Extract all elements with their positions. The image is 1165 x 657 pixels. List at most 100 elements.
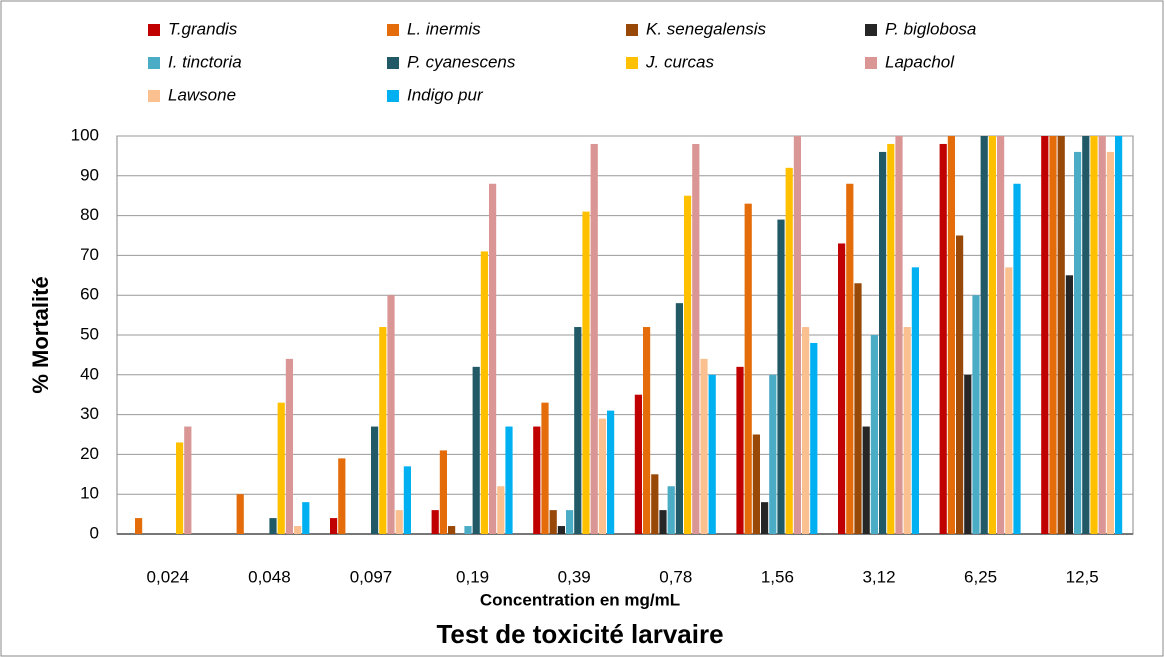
bar — [403, 466, 411, 534]
x-tick-label: 0,097 — [350, 567, 393, 586]
bar — [338, 458, 346, 534]
bar — [598, 418, 606, 534]
bar — [838, 243, 846, 534]
bar — [651, 474, 659, 534]
bar — [1065, 275, 1073, 534]
bar — [997, 136, 1005, 534]
bar — [667, 486, 675, 534]
bar — [988, 136, 996, 534]
bar — [846, 183, 854, 534]
bar — [1074, 151, 1082, 535]
y-tick-label: 30 — [80, 404, 99, 423]
bar — [1090, 136, 1098, 534]
legend-label: Indigo pur — [407, 85, 484, 104]
bar — [448, 526, 456, 534]
bar — [505, 426, 513, 534]
bar — [480, 251, 488, 535]
bar — [708, 374, 716, 534]
legend-swatch — [387, 90, 399, 102]
bar — [903, 327, 911, 534]
bar — [793, 136, 801, 534]
bar — [862, 426, 870, 534]
bar — [1013, 183, 1021, 534]
legend-swatch — [626, 57, 638, 69]
bar — [302, 502, 310, 534]
bar — [911, 267, 919, 534]
bar — [269, 518, 277, 534]
x-tick-label: 1,56 — [761, 567, 794, 586]
x-tick-label: 0,78 — [659, 567, 692, 586]
chart-title: Test de toxicité larvaire — [436, 619, 723, 649]
bar — [785, 167, 793, 534]
x-tick-label: 3,12 — [862, 567, 895, 586]
legend-swatch — [148, 90, 160, 102]
bar — [1098, 136, 1106, 534]
x-tick-label: 12,5 — [1066, 567, 1099, 586]
bar — [1005, 267, 1013, 534]
bar — [659, 510, 667, 534]
bar — [431, 510, 439, 534]
legend-label: K. senegalensis — [646, 19, 767, 38]
bar — [1115, 136, 1123, 534]
bar — [736, 366, 744, 534]
bar — [566, 510, 574, 534]
legend-label: P. cyanescens — [407, 52, 516, 71]
x-tick-label: 6,25 — [964, 567, 997, 586]
bar — [879, 151, 887, 535]
y-tick-label: 60 — [80, 285, 99, 304]
legend-swatch — [865, 24, 877, 36]
bar — [439, 450, 447, 534]
bar — [939, 143, 947, 534]
legend-label: Lapachol — [885, 52, 955, 71]
legend-swatch — [148, 57, 160, 69]
y-axis-label: % Mortalité — [28, 276, 53, 393]
bar — [870, 335, 878, 534]
bar — [395, 510, 403, 534]
bar — [184, 426, 192, 534]
bar — [464, 526, 472, 534]
bar — [972, 295, 980, 534]
y-tick-label: 100 — [71, 125, 99, 144]
bar — [947, 136, 955, 534]
bar — [285, 358, 293, 534]
bar — [533, 426, 541, 534]
legend-swatch — [387, 57, 399, 69]
bar — [956, 235, 964, 534]
bar — [176, 442, 184, 534]
y-tick-label: 0 — [90, 523, 99, 542]
y-tick-label: 20 — [80, 444, 99, 463]
legend-label: I. tinctoria — [168, 52, 242, 71]
y-tick-label: 90 — [80, 165, 99, 184]
bar — [980, 136, 988, 534]
bar — [607, 410, 615, 534]
bar — [634, 394, 642, 534]
bar — [675, 303, 683, 534]
bar — [692, 143, 700, 534]
bar — [1041, 136, 1049, 534]
bar — [472, 366, 480, 534]
x-tick-label: 0,048 — [248, 567, 291, 586]
bar — [574, 327, 582, 534]
bar — [582, 211, 590, 534]
bar — [135, 518, 143, 534]
bar — [684, 195, 692, 534]
bar — [810, 342, 818, 534]
legend-swatch — [865, 57, 877, 69]
y-tick-label: 50 — [80, 324, 99, 343]
bar — [277, 402, 285, 534]
x-tick-label: 0,39 — [558, 567, 591, 586]
bar — [379, 327, 387, 534]
bar — [700, 358, 708, 534]
bar — [1082, 136, 1090, 534]
bar — [1057, 136, 1065, 534]
bar — [887, 143, 895, 534]
bar — [541, 402, 549, 534]
bar — [1106, 151, 1114, 535]
bar — [489, 183, 497, 534]
bar — [752, 434, 760, 534]
legend-swatch — [387, 24, 399, 36]
bar — [236, 494, 244, 534]
bar — [497, 486, 505, 534]
legend-label: Lawsone — [168, 85, 236, 104]
